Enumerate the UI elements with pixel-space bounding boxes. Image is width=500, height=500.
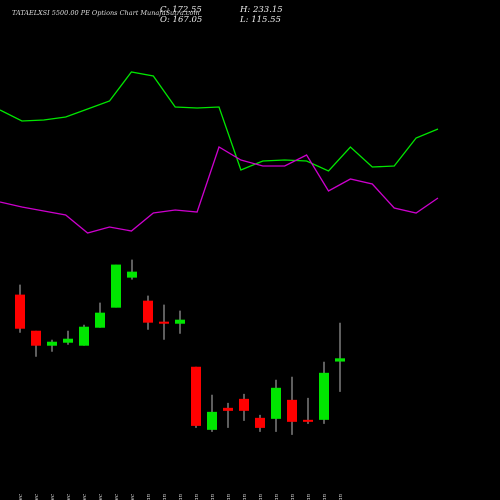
candle-body [255,417,265,428]
x-tick-label: 06 Jan [194,494,200,500]
candle-body [271,387,281,419]
candle-body [143,300,153,323]
x-tick-label: 19 Dec [18,494,24,500]
x-tick-label: 24 Dec [66,494,72,500]
x-tick-label: 16 Jan [322,494,328,500]
candle-body [335,358,345,362]
close-label: C: 172.55 [160,5,202,15]
candle-body [95,312,105,328]
x-tick-label: 08 Jan [226,494,232,500]
candle-body [239,398,249,411]
open-label: O: 167.05 [160,15,202,25]
candle-body [111,264,121,308]
line-series [0,146,439,234]
line-series [0,71,439,172]
candle-body [191,366,201,426]
x-tick-label: 07 Jan [210,494,216,500]
x-tick-label: 13 Jan [274,494,280,500]
candle-body [63,338,73,343]
candle-body [207,411,217,430]
x-tick-label: 14 Jan [290,494,296,500]
candle-body [287,399,297,422]
x-tick-label: 15 Jan [306,494,312,500]
x-tick-label: 26 Dec [82,494,88,500]
low-label: L: 115.55 [239,15,281,25]
candle-body [47,341,57,346]
x-tick-label: 02 Jan [162,494,168,500]
x-tick-label: 31 Dec [130,494,136,500]
x-tick-label: 17 Jan [338,494,344,500]
x-tick-label: 03 Jan [178,494,184,500]
x-tick-label: 10 Jan [258,494,264,500]
x-tick-label: 09 Jan [242,494,248,500]
high-label: H: 233.15 [239,5,283,15]
candle-body [159,321,169,324]
x-tick-label: 30 Dec [114,494,120,500]
candle-body [127,271,137,278]
candle-body [303,419,313,422]
candle-body [31,330,41,346]
x-tick-label: 20 Dec [34,494,40,500]
chart-title: TATAELXSI 5500.00 PE Options Chart Munaf… [12,9,200,17]
candle-body [223,407,233,411]
x-tick-label: 01 Jan [146,494,152,500]
candle-body [175,319,185,324]
candle-body [15,294,25,329]
candle-body [319,372,329,420]
x-tick-label: 23 Dec [50,494,56,500]
x-tick-label: 27 Dec [98,494,104,500]
candle-body [79,326,89,346]
